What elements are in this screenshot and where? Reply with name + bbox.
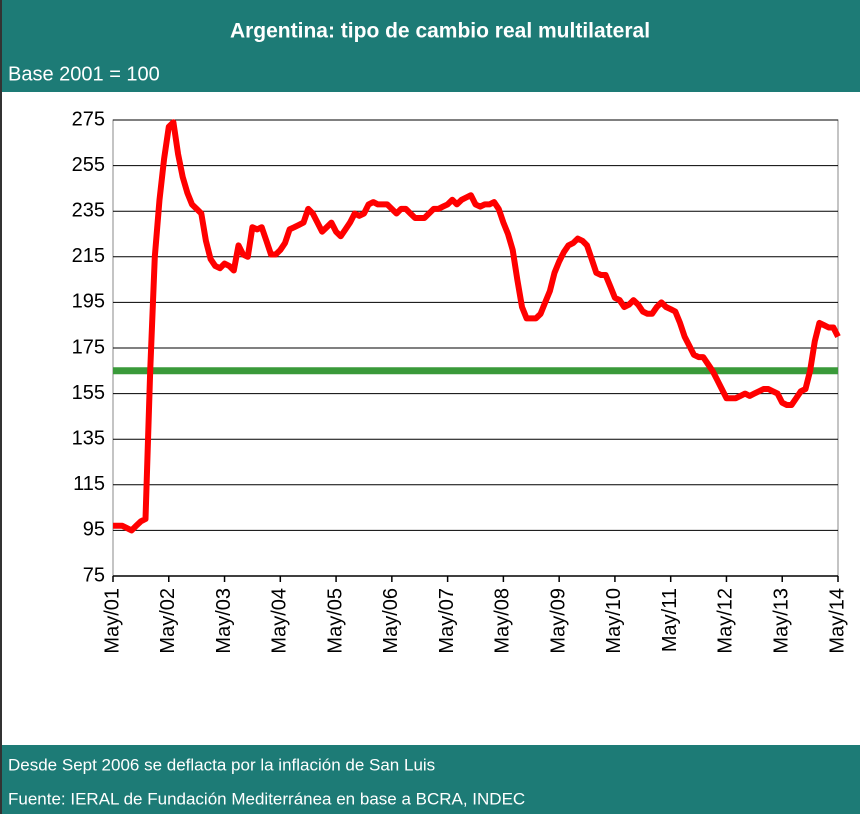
x-tick-label: May/07	[436, 588, 458, 654]
x-tick-label: May/09	[547, 588, 569, 654]
y-tick-label: 255	[72, 154, 105, 176]
y-tick-label: 135	[72, 427, 105, 449]
footnote: Desde Sept 2006 se deflacta por la infla…	[8, 755, 435, 774]
x-tick-label: May/06	[380, 588, 402, 654]
footer-band	[0, 745, 860, 814]
x-tick-label: May/04	[269, 588, 291, 654]
x-tick-label: May/10	[603, 588, 625, 654]
y-tick-label: 75	[83, 564, 105, 586]
x-tick-label: May/01	[101, 588, 123, 654]
x-tick-label: May/11	[659, 588, 681, 652]
y-tick-label: 195	[72, 291, 105, 313]
y-tick-label: 155	[72, 382, 105, 404]
x-tick-label: May/08	[492, 588, 514, 654]
x-tick-label: May/03	[213, 588, 235, 654]
y-tick-label: 235	[72, 199, 105, 221]
y-tick-label: 215	[72, 245, 105, 267]
y-tick-label: 115	[73, 473, 105, 495]
x-tick-label: May/02	[157, 588, 179, 654]
y-tick-label: 175	[72, 336, 105, 358]
y-tick-label: 275	[72, 108, 105, 130]
chart-subtitle: Base 2001 = 100	[8, 63, 160, 85]
x-tick-label: May/13	[771, 588, 793, 654]
x-tick-label: May/05	[324, 588, 346, 654]
source-note: Fuente: IERAL de Fundación Mediterránea …	[8, 789, 525, 808]
header-band	[0, 0, 860, 92]
x-tick-label: May/14	[826, 588, 848, 654]
x-tick-label: May/12	[715, 588, 737, 654]
y-tick-label: 95	[83, 519, 105, 541]
data-line	[113, 119, 841, 534]
chart-title: Argentina: tipo de cambio real multilate…	[230, 20, 650, 43]
